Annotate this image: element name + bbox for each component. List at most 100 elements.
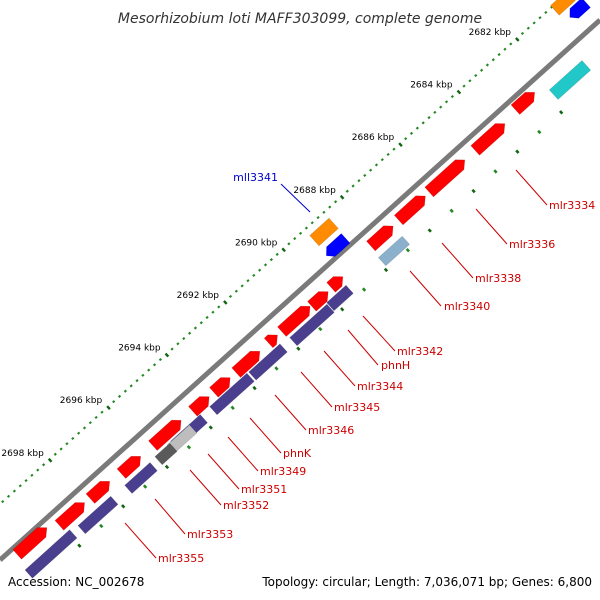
gene-label-mlr3344[interactable]: mlr3344 bbox=[357, 380, 403, 393]
outer-tick-dot bbox=[88, 421, 92, 425]
gene-leader-line bbox=[300, 371, 333, 408]
outer-tick-dot bbox=[147, 368, 151, 372]
forward-cds-arrow bbox=[393, 195, 426, 226]
tick-label: 2696 kbp bbox=[60, 396, 103, 406]
outer-tick-dot bbox=[205, 315, 209, 320]
forward-cds-arrow bbox=[424, 159, 466, 198]
outer-tick-dot bbox=[47, 457, 53, 463]
outer-tick-dot bbox=[164, 352, 170, 358]
inner-tick-dot bbox=[449, 208, 454, 213]
gene-label-mlr3351[interactable]: mlr3351 bbox=[241, 483, 287, 496]
outer-tick-dot bbox=[53, 452, 57, 456]
outer-tick-dot bbox=[36, 468, 40, 472]
outer-tick-dot bbox=[444, 100, 449, 104]
inner-tick-dot bbox=[405, 248, 411, 253]
reverse-cds-arrow bbox=[569, 0, 591, 19]
gene-label-mlr3355[interactable]: mlr3355 bbox=[158, 552, 204, 565]
outer-tick-dot bbox=[439, 105, 443, 109]
inner-tick-dot bbox=[559, 110, 564, 115]
outer-tick-dot bbox=[158, 357, 162, 362]
outer-tick-dot bbox=[287, 242, 291, 246]
outer-tick-dot bbox=[234, 289, 238, 293]
inner-tick-dot bbox=[318, 326, 323, 332]
gene-leader-line bbox=[441, 242, 474, 279]
outer-tick-dot bbox=[228, 294, 233, 299]
forward-cds-arrow bbox=[188, 396, 210, 417]
inner-tick-dot bbox=[515, 149, 520, 154]
tick-label: 2692 kbp bbox=[177, 291, 220, 301]
tick-label: 2686 kbp bbox=[352, 133, 395, 143]
outer-tick-dot bbox=[304, 226, 308, 230]
gene-leader-line bbox=[249, 417, 282, 454]
inner-tick-dot bbox=[427, 228, 432, 233]
inner-tick-dot bbox=[537, 129, 542, 135]
gene-label-mlr3340[interactable]: mlr3340 bbox=[444, 300, 490, 313]
tick-label: 2698 kbp bbox=[1, 449, 44, 459]
outer-tick-dot bbox=[281, 247, 286, 253]
gene-label-phnh[interactable]: phnH bbox=[381, 359, 410, 372]
gene-leader-line bbox=[515, 169, 548, 206]
outer-tick-dot bbox=[374, 163, 379, 167]
outer-tick-dot bbox=[456, 89, 462, 95]
forward-cds-arrow bbox=[116, 455, 142, 479]
gene-labels: mll3341 mlr3334 mlr3336 mlr3338 mlr3340 mlr33… bbox=[124, 169, 595, 565]
inner-tick-dot bbox=[296, 346, 301, 351]
outer-tick-dot bbox=[427, 116, 431, 120]
gene-label-mlr3342[interactable]: mlr3342 bbox=[397, 345, 443, 358]
outer-tick-dot bbox=[252, 273, 256, 277]
forward-cds-arrow bbox=[12, 527, 48, 560]
gene-label-mll3341[interactable]: mll3341 bbox=[233, 171, 278, 184]
outer-tick-dot bbox=[404, 137, 408, 141]
gene-label-mlr3346[interactable]: mlr3346 bbox=[308, 424, 354, 437]
outer-tick-dot bbox=[293, 237, 297, 241]
gene-label-mlr3349[interactable]: mlr3349 bbox=[260, 465, 306, 478]
outer-tick-dot bbox=[6, 494, 11, 498]
outer-tick-dot bbox=[152, 363, 157, 367]
gene-label-mlr3336[interactable]: mlr3336 bbox=[509, 238, 555, 251]
outer-tick-dot bbox=[550, 5, 554, 9]
tick-label: 2682 kbp bbox=[469, 28, 512, 38]
outer-tick-dot bbox=[30, 473, 34, 477]
outer-tick-dot bbox=[398, 142, 403, 147]
outer-tick-dot bbox=[462, 84, 466, 88]
gene-leader-line bbox=[227, 436, 259, 472]
forward-cds-arrow bbox=[263, 334, 278, 349]
inner-tick-dot bbox=[99, 523, 104, 529]
gene-label-mlr3352[interactable]: mlr3352 bbox=[223, 499, 269, 512]
outer-tick-dot bbox=[77, 431, 81, 435]
outer-tick-dot bbox=[415, 126, 419, 130]
accession-text: Accession: NC_002678 bbox=[8, 575, 144, 589]
gene-label-mlr3338[interactable]: mlr3338 bbox=[475, 272, 521, 285]
outer-tick-dot bbox=[1, 500, 5, 504]
outer-tick-dot bbox=[211, 310, 215, 314]
outer-tick-dot bbox=[520, 31, 525, 36]
outer-tick-dot bbox=[82, 426, 87, 430]
genome-summary-text: Topology: circular; Length: 7,036,071 bp… bbox=[261, 575, 592, 589]
outer-tick-dot bbox=[491, 58, 495, 62]
outer-tick-dot bbox=[188, 331, 192, 335]
outer-tick-dot bbox=[223, 300, 228, 305]
forward-cds-arrow bbox=[366, 225, 394, 252]
outer-tick-dot bbox=[328, 205, 332, 209]
outer-tick-dot bbox=[24, 478, 28, 483]
tick-label: 2694 kbp bbox=[118, 344, 161, 354]
gene-label-mlr3334[interactable]: mlr3334 bbox=[549, 199, 595, 212]
outer-tick-dot bbox=[193, 326, 198, 330]
map-title: Mesorhizobium loti MAFF303099, complete … bbox=[118, 11, 482, 27]
outer-tick-dot bbox=[246, 279, 250, 283]
outer-tick-dot bbox=[544, 10, 548, 14]
gene-label-phnk[interactable]: phnK bbox=[283, 447, 312, 460]
gene-label-mlr3353[interactable]: mlr3353 bbox=[187, 528, 233, 541]
outer-tick-dot bbox=[357, 179, 361, 183]
gene-label-mlr3345[interactable]: mlr3345 bbox=[334, 401, 380, 414]
cyan-feature-block bbox=[548, 60, 592, 100]
outer-tick-dot bbox=[474, 73, 478, 78]
outer-tick-dot bbox=[363, 173, 367, 178]
grey-feature-block bbox=[154, 442, 178, 466]
outer-tick-dot bbox=[12, 489, 16, 493]
outer-tick-dot bbox=[135, 379, 139, 383]
operon-bar bbox=[248, 343, 288, 381]
outer-tick-dot bbox=[339, 194, 345, 200]
orange-feature-block bbox=[309, 217, 339, 247]
operon-bar bbox=[289, 303, 335, 347]
